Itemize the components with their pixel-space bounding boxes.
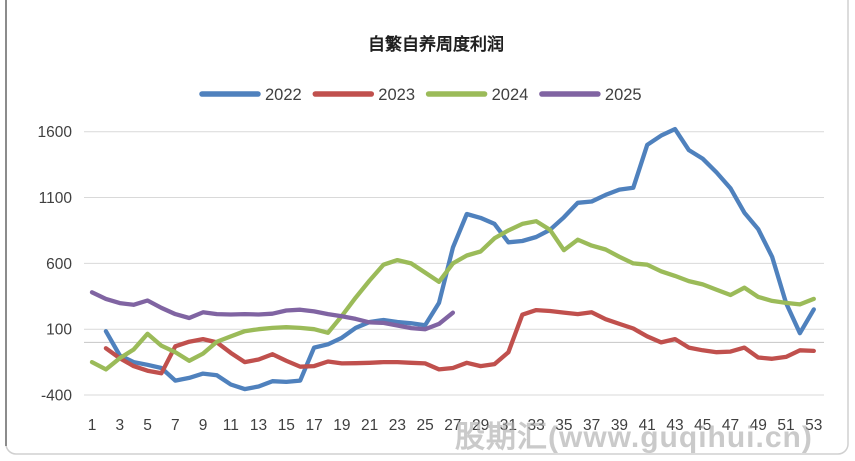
y-tick-label-600: 600 [46,256,72,273]
series-2024-line [89,219,816,372]
legend-label-2022: 2022 [265,86,302,104]
x-tick-label-47: 47 [722,417,739,434]
legend-label-2025: 2025 [605,86,642,104]
x-tick-label-39: 39 [611,417,628,434]
y-tick-label-100: 100 [46,322,72,339]
gridlines [84,131,824,396]
x-tick-label-33: 33 [528,417,545,434]
x-tick-label-11: 11 [223,417,239,434]
x-tick-label-7: 7 [171,417,180,434]
legend-item-2023: 2023 [312,86,415,104]
x-tick-label-31: 31 [500,417,517,434]
chart-title: 自繁自养周度利润 [368,34,504,54]
x-tick-label-5: 5 [143,417,152,434]
x-tick-label-13: 13 [250,417,267,434]
x-tick-label-45: 45 [694,417,711,434]
x-tick-label-21: 21 [361,417,378,434]
x-tick-label-29: 29 [472,417,489,434]
x-tick-label-27: 27 [444,417,461,434]
x-tick-label-41: 41 [639,417,656,434]
y-tick-label--400: -400 [41,388,72,405]
x-tick-label-19: 19 [333,417,350,434]
chart-frame [5,0,849,455]
series-2025-line [89,290,456,332]
legend-item-2024: 2024 [425,86,529,104]
watermark-text: 股期汇(www.guqihui.cn) [455,421,813,454]
x-tick-label-3: 3 [115,417,124,434]
x-tick-label-15: 15 [278,417,295,434]
legend-label-2023: 2023 [378,86,415,104]
series-2023-line [103,307,816,376]
x-tick-label-25: 25 [416,417,433,434]
y-tick-label-1600: 1600 [38,124,73,141]
x-axis-tick-labels: 1 3 5 7 9 11 13 15 17 19 21 23 25 27 29 31 33 35 37 39 41 43 4… [88,417,823,434]
legend-item-2025: 2025 [539,86,642,104]
series-2022-line [103,126,816,392]
x-tick-label-43: 43 [666,417,683,434]
x-tick-label-23: 23 [389,417,406,434]
x-tick-label-51: 51 [777,417,794,434]
x-tick-label-49: 49 [750,417,767,434]
legend-item-2022: 2022 [199,86,302,104]
x-tick-label-17: 17 [305,417,322,434]
x-tick-label-35: 35 [555,417,572,434]
y-axis-tick-labels: 1600 1100 600 100 -400 [38,124,73,404]
series-lines [89,126,816,392]
y-tick-label-1100: 1100 [39,190,73,207]
legend-label-2024: 2024 [492,86,529,104]
x-tick-label-1: 1 [88,417,97,434]
x-tick-label-53: 53 [805,417,822,434]
x-tick-label-37: 37 [583,417,600,434]
x-tick-label-9: 9 [199,417,208,434]
legend: 2022 2023 2024 2025 [199,86,642,104]
